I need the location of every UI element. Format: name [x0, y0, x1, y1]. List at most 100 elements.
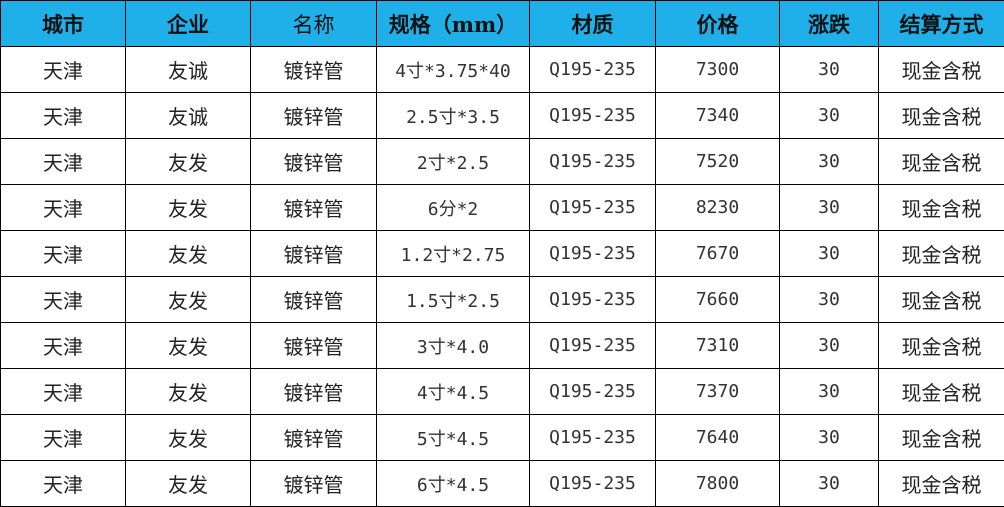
table-row: 天津 友发 镀锌管 3寸*4.0 Q195-235 7310 30 现金含税	[0, 322, 1004, 369]
cell-company: 友诚	[125, 46, 251, 93]
cell-material: Q195-235	[529, 46, 656, 93]
cell-product: 镀锌管	[250, 46, 377, 93]
cell-change: 30	[779, 138, 879, 185]
cell-city: 天津	[0, 92, 126, 139]
cell-spec: 3寸*4.0	[376, 322, 530, 369]
header-row: 城市 企业 名称 规格（mm） 材质 价格 涨跌 结算方式	[0, 0, 1004, 47]
cell-price: 7340	[655, 92, 780, 139]
table-row: 天津 友发 镀锌管 5寸*4.5 Q195-235 7640 30 现金含税	[0, 414, 1004, 461]
cell-product: 镀锌管	[250, 322, 377, 369]
cell-city: 天津	[0, 414, 126, 461]
cell-city: 天津	[0, 184, 126, 231]
cell-price: 7640	[655, 414, 780, 461]
cell-material: Q195-235	[529, 138, 656, 185]
cell-settlement: 现金含税	[878, 230, 1004, 277]
cell-company: 友发	[125, 184, 251, 231]
cell-product: 镀锌管	[250, 184, 377, 231]
cell-settlement: 现金含税	[878, 46, 1004, 93]
cell-spec: 2寸*2.5	[376, 138, 530, 185]
cell-material: Q195-235	[529, 92, 656, 139]
cell-change: 30	[779, 92, 879, 139]
column-header-spec: 规格（mm）	[376, 0, 530, 47]
cell-city: 天津	[0, 230, 126, 277]
cell-price: 8230	[655, 184, 780, 231]
cell-settlement: 现金含税	[878, 322, 1004, 369]
cell-spec: 6寸*4.5	[376, 460, 530, 507]
column-header-city: 城市	[0, 0, 126, 47]
cell-change: 30	[779, 184, 879, 231]
column-header-company: 企业	[125, 0, 251, 47]
cell-change: 30	[779, 46, 879, 93]
cell-settlement: 现金含税	[878, 460, 1004, 507]
cell-product: 镀锌管	[250, 276, 377, 323]
cell-change: 30	[779, 322, 879, 369]
cell-change: 30	[779, 276, 879, 323]
cell-product: 镀锌管	[250, 92, 377, 139]
cell-settlement: 现金含税	[878, 92, 1004, 139]
column-header-price: 价格	[655, 0, 780, 47]
cell-change: 30	[779, 230, 879, 277]
cell-price: 7300	[655, 46, 780, 93]
cell-settlement: 现金含税	[878, 184, 1004, 231]
table-row: 天津 友发 镀锌管 1.5寸*2.5 Q195-235 7660 30 现金含税	[0, 276, 1004, 323]
cell-city: 天津	[0, 460, 126, 507]
cell-company: 友发	[125, 230, 251, 277]
table-row: 天津 友发 镀锌管 1.2寸*2.75 Q195-235 7670 30 现金含税	[0, 230, 1004, 277]
cell-material: Q195-235	[529, 276, 656, 323]
cell-material: Q195-235	[529, 460, 656, 507]
cell-material: Q195-235	[529, 230, 656, 277]
cell-spec: 1.5寸*2.5	[376, 276, 530, 323]
cell-material: Q195-235	[529, 368, 656, 415]
cell-city: 天津	[0, 138, 126, 185]
cell-price: 7670	[655, 230, 780, 277]
cell-city: 天津	[0, 368, 126, 415]
table-row: 天津 友发 镀锌管 6寸*4.5 Q195-235 7800 30 现金含税	[0, 460, 1004, 507]
cell-change: 30	[779, 414, 879, 461]
cell-change: 30	[779, 460, 879, 507]
cell-price: 7660	[655, 276, 780, 323]
table-row: 天津 友发 镀锌管 2寸*2.5 Q195-235 7520 30 现金含税	[0, 138, 1004, 185]
cell-city: 天津	[0, 46, 126, 93]
cell-company: 友诚	[125, 92, 251, 139]
cell-settlement: 现金含税	[878, 138, 1004, 185]
cell-settlement: 现金含税	[878, 368, 1004, 415]
cell-company: 友发	[125, 276, 251, 323]
cell-price: 7310	[655, 322, 780, 369]
cell-settlement: 现金含税	[878, 276, 1004, 323]
cell-company: 友发	[125, 322, 251, 369]
table-row: 天津 友诚 镀锌管 2.5寸*3.5 Q195-235 7340 30 现金含税	[0, 92, 1004, 139]
column-header-product: 名称	[250, 0, 377, 47]
cell-company: 友发	[125, 138, 251, 185]
cell-city: 天津	[0, 276, 126, 323]
cell-price: 7800	[655, 460, 780, 507]
cell-spec: 4寸*3.75*40	[376, 46, 530, 93]
cell-company: 友发	[125, 368, 251, 415]
table-row: 天津 友诚 镀锌管 4寸*3.75*40 Q195-235 7300 30 现金含税	[0, 46, 1004, 93]
column-header-settlement: 结算方式	[878, 0, 1004, 47]
cell-material: Q195-235	[529, 322, 656, 369]
cell-price: 7520	[655, 138, 780, 185]
table-row: 天津 友发 镀锌管 4寸*4.5 Q195-235 7370 30 现金含税	[0, 368, 1004, 415]
cell-change: 30	[779, 368, 879, 415]
cell-product: 镀锌管	[250, 460, 377, 507]
cell-product: 镀锌管	[250, 414, 377, 461]
cell-settlement: 现金含税	[878, 414, 1004, 461]
cell-product: 镀锌管	[250, 368, 377, 415]
cell-spec: 1.2寸*2.75	[376, 230, 530, 277]
cell-company: 友发	[125, 414, 251, 461]
cell-product: 镀锌管	[250, 138, 377, 185]
cell-product: 镀锌管	[250, 230, 377, 277]
column-header-material: 材质	[529, 0, 656, 47]
cell-spec: 4寸*4.5	[376, 368, 530, 415]
cell-material: Q195-235	[529, 184, 656, 231]
cell-material: Q195-235	[529, 414, 656, 461]
cell-spec: 6分*2	[376, 184, 530, 231]
column-header-change: 涨跌	[779, 0, 879, 47]
cell-city: 天津	[0, 322, 126, 369]
cell-price: 7370	[655, 368, 780, 415]
cell-spec: 5寸*4.5	[376, 414, 530, 461]
cell-company: 友发	[125, 460, 251, 507]
table-row: 天津 友发 镀锌管 6分*2 Q195-235 8230 30 现金含税	[0, 184, 1004, 231]
cell-spec: 2.5寸*3.5	[376, 92, 530, 139]
